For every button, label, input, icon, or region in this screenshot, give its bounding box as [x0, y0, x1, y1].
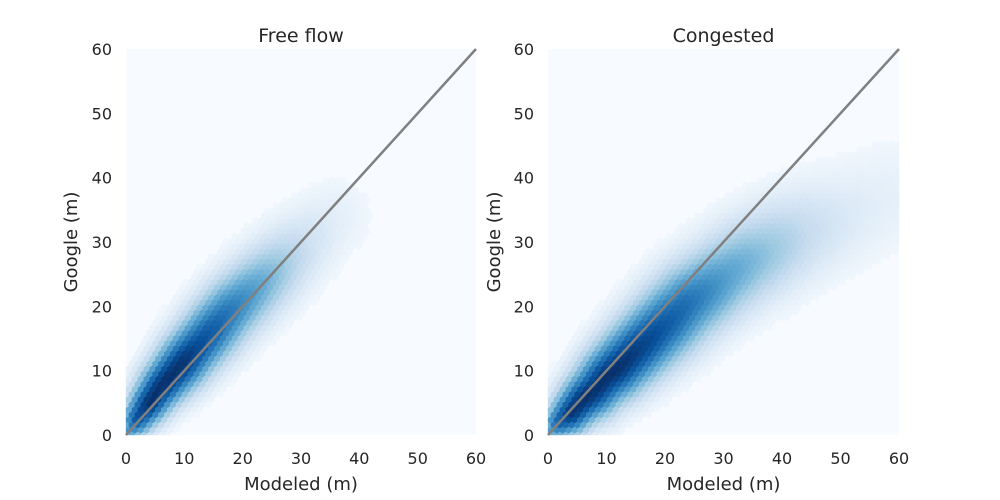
hexbin-cell — [323, 176, 330, 184]
x-tick-label: 10 — [596, 449, 616, 468]
hexbin-cell — [361, 191, 368, 199]
hexbin-cell — [181, 278, 189, 286]
x-tick-label: 30 — [291, 449, 311, 468]
y-tick-label: 0 — [102, 426, 112, 445]
y-tick-label: 20 — [92, 297, 112, 316]
hexbin-cell — [883, 140, 890, 148]
hexbin-cell — [550, 359, 557, 368]
hexbin-cell — [615, 278, 622, 286]
x-tick-label: 0 — [543, 449, 553, 468]
y-tick-label: 30 — [514, 233, 534, 252]
hexbin-cell — [765, 171, 772, 179]
x-tick-label: 30 — [713, 449, 733, 468]
hexbin-cell — [290, 191, 297, 199]
panel-free-flow: Free flow Modeled (m) Google (m) 0 10 20… — [61, 25, 486, 495]
hexbin-cell — [308, 181, 315, 189]
hexbin-cell — [314, 181, 321, 189]
y-tick-label: 30 — [92, 233, 112, 252]
x-tick-label: 50 — [830, 449, 850, 468]
hexbin-cell — [231, 232, 239, 240]
hexbin-cell — [299, 186, 306, 194]
x-axis-label: Modeled (m) — [667, 474, 781, 495]
y-tick-label: 40 — [514, 169, 534, 188]
hexbin-cell — [771, 171, 778, 179]
y-tick-label: 0 — [524, 426, 534, 445]
y-tick-label: 50 — [92, 104, 112, 123]
hexbin-cell — [630, 263, 637, 271]
x-tick-label: 60 — [889, 449, 909, 468]
hexbin-cell — [862, 145, 870, 154]
hexbin-cell — [686, 217, 693, 225]
hexbin-cell — [580, 319, 587, 327]
chart-title: Congested — [673, 25, 775, 47]
hexbin-cell — [677, 222, 684, 230]
x-tick-label: 40 — [349, 449, 369, 468]
hexbin-cell — [724, 191, 731, 199]
hexbin-cell — [842, 150, 849, 159]
hexbin-cell — [715, 196, 722, 205]
x-tick-label: 20 — [233, 449, 253, 468]
hexbin-cell — [801, 161, 808, 169]
hexbin-cell — [827, 155, 834, 164]
hexbin-cell — [222, 237, 230, 245]
chart-title: Free flow — [258, 25, 344, 47]
y-tick-label: 40 — [92, 169, 112, 188]
x-tick-label: 20 — [655, 449, 675, 468]
hexbin-cell — [264, 206, 271, 215]
hexbin-cell — [836, 150, 843, 159]
hexbin-cell — [334, 176, 342, 184]
hexbin-cell — [756, 176, 764, 184]
y-axis-label: Google (m) — [484, 192, 505, 293]
x-tick-label: 10 — [174, 449, 194, 468]
x-tick-label: 0 — [121, 449, 131, 468]
hexbin-cell — [252, 217, 259, 225]
hexbin-cell — [281, 196, 289, 205]
hexbin-cell — [208, 252, 215, 261]
hexbin-cell — [597, 298, 605, 307]
x-tick-label: 40 — [772, 449, 792, 468]
y-axis-label: Google (m) — [61, 192, 82, 293]
hexbin-cell — [161, 303, 168, 312]
hexbin-cell — [742, 181, 749, 189]
y-tick-label: 60 — [92, 40, 112, 59]
hexbin-cell — [821, 155, 828, 164]
hexbin-cell — [848, 150, 855, 159]
hexbin-cell — [645, 247, 652, 256]
hexbin-cell — [340, 176, 347, 184]
identity-line — [547, 48, 900, 436]
y-tick-label: 10 — [514, 362, 534, 381]
hexbin-cell — [196, 263, 203, 271]
y-tick-label: 60 — [514, 40, 534, 59]
x-tick-label: 60 — [466, 449, 486, 468]
x-axis-label: Modeled (m) — [244, 474, 358, 495]
hexbin-cell — [733, 186, 740, 194]
hexbin-cell — [877, 140, 884, 148]
y-tick-label: 50 — [514, 104, 534, 123]
hexbin-cell — [273, 201, 280, 210]
hexbin-cell — [243, 222, 250, 230]
hexbin-cell — [329, 176, 336, 184]
panel-congested: Congested Modeled (m) Google (m) 0 10 20… — [484, 25, 909, 495]
hexbin-cell — [695, 212, 702, 220]
y-tick-label: 10 — [92, 362, 112, 381]
hexbin-cell — [656, 237, 663, 245]
hexbin-layer — [547, 140, 900, 436]
y-tick-label: 20 — [514, 297, 534, 316]
hexbin-cell — [895, 140, 900, 148]
hexbin-cell — [706, 201, 714, 210]
hexbin-cell — [806, 161, 814, 169]
hexbin-cell — [889, 140, 896, 148]
hexbin-cell — [665, 232, 672, 240]
hexbin-cell — [871, 140, 878, 148]
hexbin-cell — [748, 181, 755, 189]
x-tick-label: 50 — [408, 449, 428, 468]
hexbin-cell — [815, 155, 822, 164]
hexbin-cell — [857, 145, 864, 154]
identity-line — [125, 48, 477, 436]
